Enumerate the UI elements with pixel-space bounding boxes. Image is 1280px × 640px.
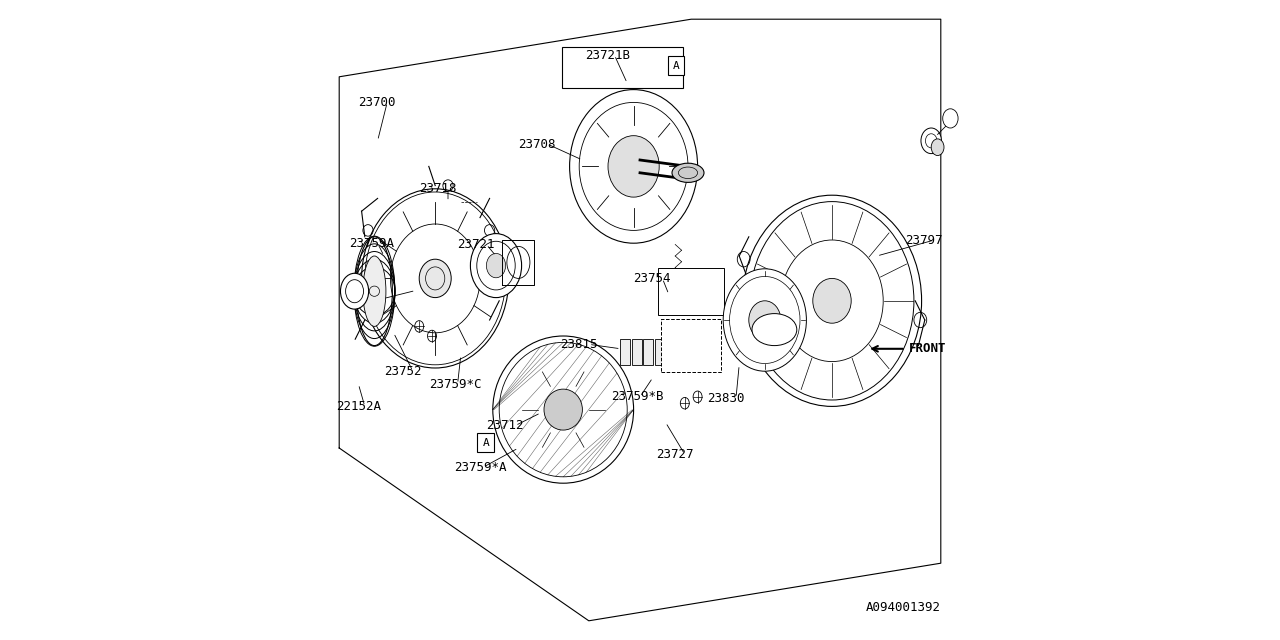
Text: A094001392: A094001392 xyxy=(865,602,941,614)
Ellipse shape xyxy=(493,336,634,483)
Text: 23797: 23797 xyxy=(906,234,943,246)
Text: 23752: 23752 xyxy=(384,365,421,378)
Text: 23727: 23727 xyxy=(657,448,694,461)
Text: 23759*A: 23759*A xyxy=(454,461,507,474)
FancyBboxPatch shape xyxy=(667,339,677,365)
Ellipse shape xyxy=(544,389,582,430)
Text: 23759*B: 23759*B xyxy=(612,390,664,403)
Text: FRONT: FRONT xyxy=(909,342,946,355)
Ellipse shape xyxy=(672,163,704,182)
FancyBboxPatch shape xyxy=(620,339,630,365)
Text: 23718: 23718 xyxy=(420,182,457,195)
Ellipse shape xyxy=(570,90,698,243)
Ellipse shape xyxy=(671,334,686,357)
Text: 23815: 23815 xyxy=(561,338,598,351)
Text: 23754: 23754 xyxy=(634,272,671,285)
FancyBboxPatch shape xyxy=(662,319,722,372)
Text: 22152A: 22152A xyxy=(335,400,381,413)
Ellipse shape xyxy=(753,314,796,346)
Ellipse shape xyxy=(420,259,452,298)
Text: A: A xyxy=(483,438,489,448)
FancyBboxPatch shape xyxy=(658,268,724,315)
Text: 23708: 23708 xyxy=(518,138,556,150)
Text: 23721B: 23721B xyxy=(585,49,631,61)
Ellipse shape xyxy=(942,109,957,128)
Text: 23712: 23712 xyxy=(486,419,524,432)
Ellipse shape xyxy=(723,269,806,371)
Ellipse shape xyxy=(932,139,945,156)
Ellipse shape xyxy=(340,273,369,309)
FancyBboxPatch shape xyxy=(477,433,494,452)
FancyBboxPatch shape xyxy=(668,56,685,75)
Text: 23721: 23721 xyxy=(458,238,495,251)
Text: 23700: 23700 xyxy=(358,96,396,109)
Ellipse shape xyxy=(471,234,522,298)
FancyBboxPatch shape xyxy=(644,339,654,365)
Ellipse shape xyxy=(486,253,506,278)
Ellipse shape xyxy=(749,301,781,339)
Ellipse shape xyxy=(364,256,387,326)
Ellipse shape xyxy=(608,136,659,197)
Ellipse shape xyxy=(742,195,922,406)
Text: 23759A: 23759A xyxy=(348,237,394,250)
Ellipse shape xyxy=(361,189,509,368)
Text: 23830: 23830 xyxy=(708,392,745,404)
FancyBboxPatch shape xyxy=(562,47,684,88)
Ellipse shape xyxy=(813,278,851,323)
Ellipse shape xyxy=(694,334,709,357)
FancyBboxPatch shape xyxy=(632,339,643,365)
FancyBboxPatch shape xyxy=(655,339,666,365)
Text: A: A xyxy=(672,61,680,71)
Ellipse shape xyxy=(922,128,942,154)
Text: 23759*C: 23759*C xyxy=(429,378,481,390)
